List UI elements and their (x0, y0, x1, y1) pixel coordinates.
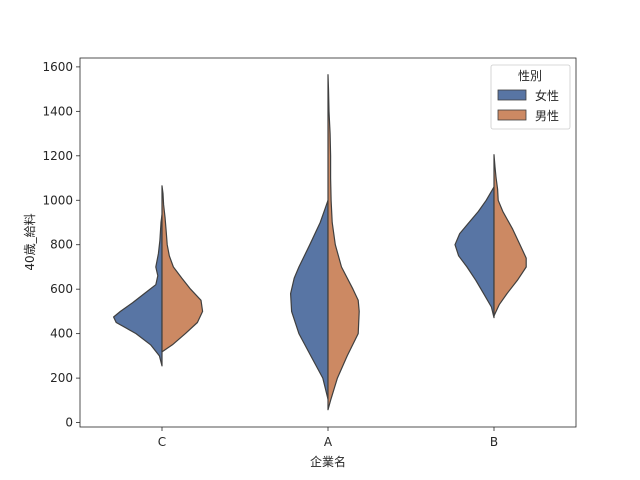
y-tick-label-400: 400 (50, 327, 73, 341)
violin-C-male (161, 185, 204, 353)
y-tick-label-0: 0 (65, 416, 73, 430)
y-axis-title: 40歳_給料 (23, 213, 37, 270)
legend-swatch-male (497, 109, 527, 121)
legend-swatch-female (497, 89, 527, 101)
violins-group (113, 74, 527, 411)
x-tick-label-B: B (490, 435, 498, 449)
legend-label-female: 女性 (535, 88, 559, 103)
y-tick-label-1200: 1200 (42, 149, 73, 163)
y-tick-label-1400: 1400 (42, 104, 73, 118)
legend-title: 性別 (518, 69, 542, 83)
violin-A-female (290, 199, 329, 400)
plot-frame (79, 57, 577, 428)
violin-C-female (113, 214, 163, 367)
y-tick-label-600: 600 (50, 282, 73, 296)
legend: 性別 女性 男性 (490, 64, 571, 130)
violin-B-male (493, 154, 527, 317)
y-tick-label-1600: 1600 (42, 60, 73, 74)
x-axis-title: 企業名 (310, 454, 346, 469)
legend-label-male: 男性 (535, 109, 559, 123)
y-tick-label-1000: 1000 (42, 193, 73, 207)
x-tick-label-A: A (324, 435, 333, 449)
y-axis: 0 200 400 600 800 1000 1200 1400 1600 (42, 60, 80, 430)
y-tick-label-800: 800 (50, 238, 73, 252)
y-tick-label-200: 200 (50, 371, 73, 385)
violin-A-male (327, 74, 360, 411)
violin-B-female (454, 186, 495, 319)
x-tick-label-C: C (158, 435, 166, 449)
